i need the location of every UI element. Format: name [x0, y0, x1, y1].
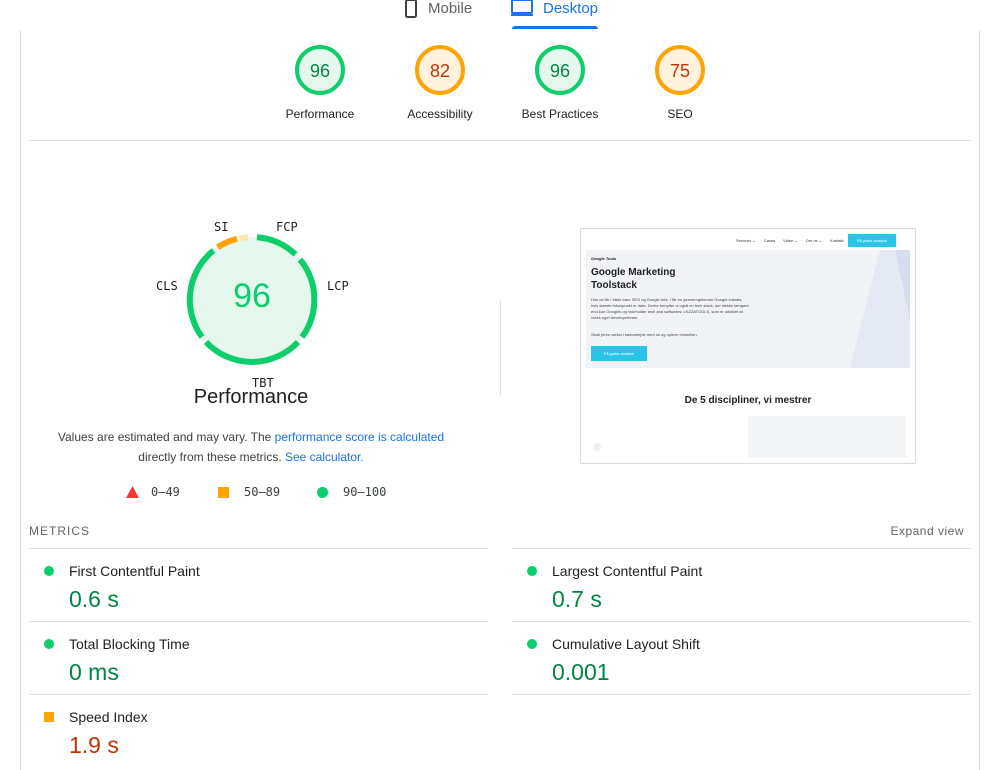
thumb-section-title: De 5 discipliner, vi mestrer — [684, 395, 812, 406]
gauge-best-practices[interactable]: 96 Best Practices — [500, 44, 620, 121]
pass-icon — [527, 566, 537, 576]
estimate-note: Values are estimated and may vary. The p… — [41, 427, 461, 467]
metric-name: Total Blocking Time — [69, 636, 190, 652]
pass-icon — [44, 639, 54, 649]
metric-label-tbt: TBT — [252, 376, 274, 390]
arc-tbt — [203, 339, 301, 365]
metric-label-cls: CLS — [156, 279, 178, 293]
gauge-score: 96 — [309, 61, 331, 81]
gauge-ring — [415, 45, 465, 95]
metric-name: Cumulative Layout Shift — [552, 636, 700, 652]
gauge-label: Best Practices — [521, 107, 599, 121]
thumb-hero-title: Google Marketing Toolstack — [591, 267, 676, 291]
divider — [512, 694, 971, 695]
thumb-nav-cta: Få gratis analyse — [848, 234, 896, 247]
note-text: Values are estimated and may vary. The — [57, 430, 275, 444]
pass-icon — [44, 566, 54, 576]
tab-desktop-label: Desktop — [543, 0, 599, 17]
arc-fcp — [256, 234, 298, 257]
score-calc-link[interactable]: performance score is calculated — [274, 430, 445, 444]
category-gauges: 96 Performance 82 Accessibility 96 Best … — [21, 44, 979, 144]
report-card: 96 Performance 82 Accessibility 96 Best … — [20, 30, 980, 770]
arc-cls — [186, 248, 216, 339]
thumb-nav-item: Om os ⌄ — [805, 238, 823, 243]
gauge-performance[interactable]: 96 Performance — [260, 44, 380, 121]
triangle-icon — [126, 486, 139, 498]
metric-label-si: SI — [214, 220, 229, 234]
gauge-label: SEO — [667, 107, 693, 121]
metric-tbt: Total Blocking Time 0 ms — [29, 621, 488, 694]
tab-mobile-label: Mobile — [428, 0, 473, 17]
device-tabs: Mobile Desktop — [0, 0, 1000, 30]
gauge-ring — [295, 45, 345, 95]
laptop-icon — [511, 0, 533, 22]
thumb-brand: Google Tools — [591, 256, 617, 261]
gauge-score: 96 — [549, 61, 571, 81]
average-icon — [44, 712, 54, 722]
thumb-hero-graphic — [850, 250, 910, 368]
legend-label: 90–100 — [343, 485, 387, 499]
metric-value: 0 ms — [69, 659, 119, 685]
metric-value: 0.6 s — [69, 586, 119, 612]
gauge-score: 75 — [669, 61, 691, 81]
metrics-header: METRICS — [29, 524, 90, 538]
metric-value: 0.7 s — [552, 586, 602, 612]
metric-name: Speed Index — [69, 709, 148, 725]
metric-fcp: First Contentful Paint 0.6 s — [29, 548, 488, 621]
vertical-divider — [500, 300, 501, 395]
gauge-label: Accessibility — [407, 107, 473, 121]
arc-si — [215, 235, 238, 250]
legend-fail: 0–49 — [126, 485, 180, 499]
see-calculator-link[interactable]: See calculator. — [284, 450, 364, 464]
thumb-nav: Services ⌄ Cases Viden ⌄ Om os ⌄ Kontakt — [736, 238, 844, 243]
expand-view-button[interactable]: Expand view — [890, 524, 964, 538]
legend-pass: 90–100 — [317, 485, 386, 499]
metric-label-fcp: FCP — [276, 220, 298, 234]
final-screenshot[interactable]: Services ⌄ Cases Viden ⌄ Om os ⌄ Kontakt… — [580, 228, 916, 464]
thumb-nav-item: Viden ⌄ — [783, 238, 798, 243]
thumb-chat-icon — [593, 443, 601, 451]
thumb-card — [748, 416, 906, 458]
phone-icon — [404, 0, 418, 22]
gauge-seo[interactable]: 75 SEO — [620, 44, 740, 121]
square-icon — [218, 486, 229, 498]
performance-gauge: 96 — [182, 230, 322, 370]
metric-value: 0.001 — [552, 659, 610, 685]
divider — [29, 140, 971, 141]
gauge-ring — [655, 45, 705, 95]
thumb-hero-body-2: Skab jeres vækst i samarbejde med os og … — [591, 332, 698, 337]
metric-value: 1.9 s — [69, 732, 119, 758]
performance-ring — [186, 234, 318, 365]
thumb-hero-body: Hos os får I både bare SEO og Google Ads… — [591, 297, 749, 320]
pass-icon — [527, 639, 537, 649]
tab-desktop[interactable]: Desktop — [511, 0, 598, 28]
tab-mobile[interactable]: Mobile — [404, 0, 472, 28]
legend-average: 50–89 — [218, 485, 280, 499]
gauge-accessibility[interactable]: 82 Accessibility — [380, 44, 500, 121]
thumb-nav-item: Services ⌄ — [736, 238, 756, 243]
thumb-hero-cta: Få gratis analyse — [591, 346, 647, 361]
metric-name: Largest Contentful Paint — [552, 563, 703, 579]
performance-score: 96 — [233, 277, 271, 315]
thumb-nav-item: Kontakt — [830, 238, 844, 243]
metric-si: Speed Index 1.9 s — [29, 694, 488, 767]
circle-icon — [317, 486, 328, 498]
gauge-ring — [535, 45, 585, 95]
performance-title: Performance — [193, 386, 309, 408]
metric-cls: Cumulative Layout Shift 0.001 — [512, 621, 971, 694]
legend-label: 0–49 — [151, 485, 180, 499]
active-tab-indicator — [512, 26, 598, 29]
thumb-hero: Google Tools Google Marketing Toolstack … — [586, 250, 910, 368]
thumb-nav-item: Cases — [763, 238, 776, 243]
legend-label: 50–89 — [244, 485, 281, 499]
note-text: directly from these metrics. — [138, 450, 285, 464]
gauge-label: Performance — [285, 107, 355, 121]
metric-name: First Contentful Paint — [69, 563, 200, 579]
metric-label-lcp: LCP — [327, 279, 349, 293]
arc-lcp — [297, 257, 318, 339]
gauge-score: 82 — [429, 61, 451, 81]
metric-lcp: Largest Contentful Paint 0.7 s — [512, 548, 971, 621]
